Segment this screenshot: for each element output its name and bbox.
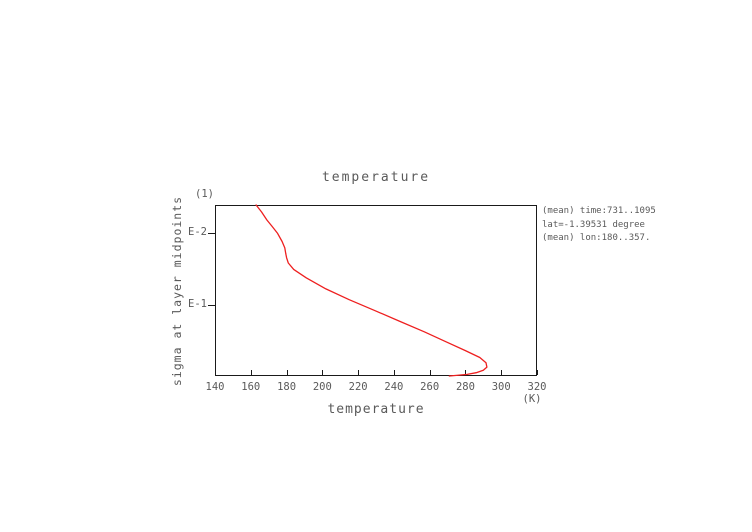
x-tick-label: 200 — [312, 381, 332, 393]
x-tick-label: 220 — [348, 381, 368, 393]
x-tick-label: 320 — [527, 381, 547, 393]
x-tick-label: 260 — [420, 381, 440, 393]
x-axis-unit-label: (K) — [522, 393, 542, 405]
annotation-block: (mean) time:731..1095 lat=-1.39531 degre… — [542, 205, 656, 246]
x-tick-label: 160 — [241, 381, 261, 393]
y-tick-label: E-1 — [188, 297, 207, 310]
plot-frame — [215, 205, 537, 376]
x-tick-label: 140 — [205, 381, 225, 393]
annotation-line-time: (mean) time:731..1095 — [542, 206, 656, 216]
temperature-curve — [255, 204, 488, 377]
annotation-line-lon: (mean) lon:180..357. — [542, 233, 651, 243]
x-tick-label: 180 — [277, 381, 297, 393]
x-axis-label: temperature — [327, 402, 425, 417]
plot-canvas — [208, 204, 538, 377]
annotation-line-lat: lat=-1.39531 degree — [542, 219, 645, 230]
x-tick-label: 280 — [455, 381, 475, 393]
y-tick-label: E-2 — [188, 226, 207, 239]
y-axis-label: sigma at layer midpoints — [170, 195, 184, 387]
y-axis-unit-label: (1) — [195, 188, 214, 200]
x-tick-label: 300 — [491, 381, 511, 393]
x-tick-label: 240 — [384, 381, 404, 393]
plot-title: temperature — [321, 170, 431, 185]
